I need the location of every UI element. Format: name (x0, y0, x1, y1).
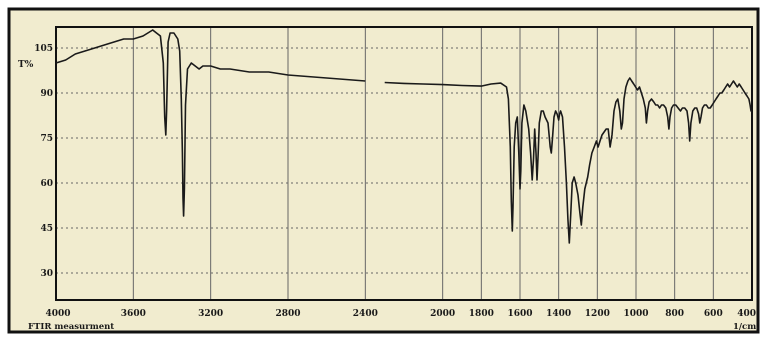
plot-area-border (55, 26, 753, 301)
x-tick-label: 1800 (469, 309, 494, 319)
x-tick-labels: 4000 3600 3200 2800 2400 2000 1800 1600 1400 1200… (45, 309, 756, 319)
x-tick-label: 3200 (198, 309, 223, 319)
series-line-0 (55, 29, 752, 244)
x-axis-label: 1/cm. (733, 322, 759, 332)
chart-frame (7, 7, 760, 334)
x-tick-label: 800 (665, 309, 684, 319)
x-tick-label: 2400 (353, 309, 378, 319)
x-tick-label: 2000 (430, 309, 455, 319)
y-tick-label: 90 (40, 89, 53, 99)
x-tick-label: 1400 (546, 309, 571, 319)
y-tick-label: 75 (40, 134, 53, 144)
y-axis-label: T% (18, 60, 34, 70)
x-tick-label: 600 (704, 309, 723, 319)
y-tick-labels: 105 90 75 60 45 30 (34, 44, 53, 279)
series-group (55, 29, 752, 244)
x-tick-label: 2800 (275, 309, 300, 319)
y-tick-label: 30 (40, 269, 53, 279)
y-tick-label: 45 (40, 224, 53, 234)
x-tick-label: 4000 (45, 309, 70, 319)
y-tick-label: 105 (34, 44, 53, 54)
x-tick-label: 3600 (121, 309, 146, 319)
x-tick-label: 1000 (623, 309, 648, 319)
footer-label: FTIR measurment (28, 322, 114, 332)
x-tick-label: 400 (737, 309, 756, 319)
y-tick-label: 60 (40, 179, 53, 189)
x-tick-label: 1600 (507, 309, 532, 319)
x-tick-label: 1200 (585, 309, 610, 319)
